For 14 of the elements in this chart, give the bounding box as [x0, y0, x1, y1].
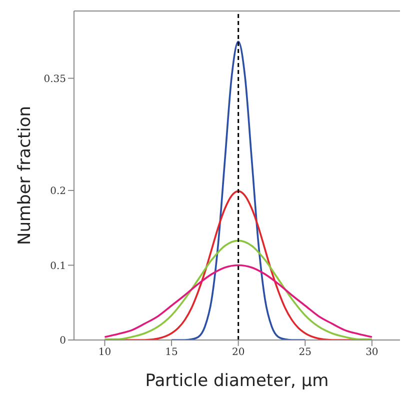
y-axis-title: Number fraction: [15, 106, 36, 245]
line-series: [104, 240, 373, 340]
y-tick-label: 0.35: [44, 74, 66, 85]
x-tick-label: 25: [298, 347, 312, 358]
line-series: [104, 264, 373, 338]
x-tick-label: 15: [165, 347, 178, 358]
y-tick-label: 0.2: [50, 186, 66, 198]
x-tick-label: 10: [98, 347, 112, 358]
y-tick-label: 0.1: [50, 260, 66, 272]
x-tick-label: 20: [232, 347, 245, 358]
x-tick-label: 30: [366, 347, 378, 358]
x-axis-title: Particle diameter, µm: [145, 371, 329, 391]
y-tick-label: 0: [60, 336, 66, 347]
line-series: [170, 40, 306, 340]
